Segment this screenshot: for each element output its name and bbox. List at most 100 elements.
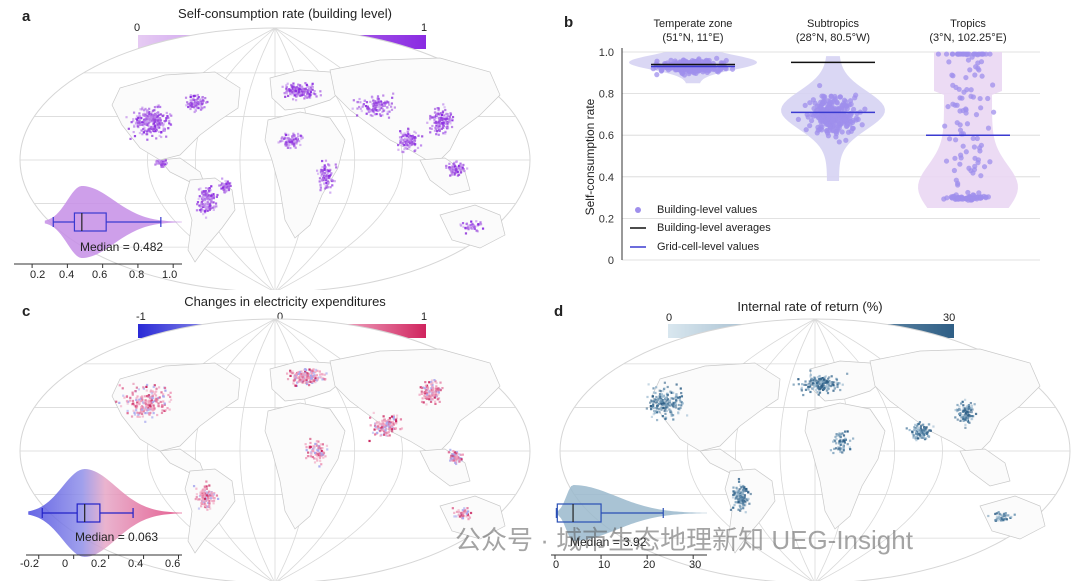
- map-pixel: [312, 368, 315, 371]
- map-pixel: [457, 510, 461, 514]
- map-pixel: [403, 133, 406, 137]
- map-pixel: [205, 202, 208, 205]
- map-pixel: [811, 382, 815, 385]
- map-pixel: [298, 378, 301, 381]
- building-point: [953, 177, 959, 183]
- map-pixel: [308, 92, 311, 96]
- map-pixel: [211, 494, 214, 498]
- map-pixel: [373, 113, 377, 116]
- map-pixel: [399, 130, 402, 133]
- map-pixel: [432, 387, 435, 391]
- map-pixel: [156, 161, 159, 164]
- map-pixel: [163, 127, 167, 130]
- building-point: [680, 57, 687, 63]
- map-pixel: [323, 167, 326, 170]
- map-pixel: [321, 166, 324, 169]
- map-pixel: [384, 429, 387, 432]
- map-pixel: [146, 138, 149, 141]
- map-pixel: [660, 393, 663, 396]
- map-pixel: [671, 404, 674, 407]
- map-pixel: [311, 370, 315, 373]
- map-pixel: [422, 401, 425, 404]
- median-label-c: Median = 0.063: [75, 530, 159, 544]
- map-pixel: [153, 392, 156, 396]
- map-pixel: [400, 427, 404, 430]
- map-pixel: [324, 177, 327, 181]
- map-pixel: [403, 140, 406, 143]
- axis-tick-a-3: 0.8: [129, 269, 145, 281]
- map-pixel: [313, 451, 317, 454]
- map-pixel: [142, 114, 145, 117]
- map-pixel: [392, 416, 395, 419]
- map-pixel: [426, 121, 429, 124]
- map-pixel: [376, 101, 379, 104]
- map-pixel: [301, 381, 304, 384]
- map-pixel: [137, 388, 141, 391]
- map-pixel: [164, 389, 167, 392]
- map-pixel: [836, 385, 839, 389]
- map-pixel: [371, 102, 374, 106]
- map-pixel: [126, 409, 129, 413]
- continent-europe: [809, 360, 886, 402]
- map-pixel: [314, 376, 317, 380]
- map-pixel: [144, 113, 147, 116]
- map-pixel: [429, 395, 433, 399]
- map-pixel: [201, 199, 205, 202]
- map-pixel: [302, 377, 305, 380]
- map-pixel: [451, 454, 454, 457]
- map-pixel: [921, 428, 924, 431]
- map-pixel: [331, 179, 335, 182]
- map-pixel: [145, 408, 149, 412]
- map-pixel: [745, 487, 748, 491]
- map-pixel: [658, 393, 662, 396]
- map-pixel: [186, 101, 189, 104]
- map-pixel: [165, 135, 168, 138]
- building-point: [961, 89, 967, 95]
- map-pixel: [421, 397, 424, 400]
- map-pixel: [841, 432, 844, 435]
- map-pixel: [800, 388, 803, 391]
- continent-north-america: [111, 362, 241, 452]
- map-pixel: [969, 401, 972, 405]
- map-pixel: [465, 515, 468, 518]
- map-pixel: [828, 379, 831, 383]
- map-pixel: [305, 90, 308, 93]
- map-pixel: [477, 223, 480, 226]
- map-pixel: [1003, 514, 1006, 517]
- map-pixel: [371, 431, 375, 434]
- map-pixel: [449, 112, 452, 115]
- map-pixel: [439, 116, 442, 119]
- map-pixel: [152, 391, 155, 394]
- map-pixel: [745, 489, 748, 492]
- map-pixel: [435, 121, 438, 124]
- map-pixel: [286, 142, 289, 145]
- map-pixel: [142, 123, 145, 126]
- building-point: [833, 134, 839, 140]
- map-pixel: [388, 418, 392, 421]
- map-pixel: [312, 379, 315, 382]
- legend-dots-b: Building-level values: [657, 204, 758, 216]
- map-pixel: [401, 144, 404, 147]
- map-pixel: [227, 188, 231, 192]
- map-pixel: [138, 398, 141, 401]
- map-pixel: [433, 396, 436, 399]
- map-pixel: [458, 459, 462, 462]
- map-pixel: [201, 196, 204, 199]
- continent-asia: [329, 348, 501, 457]
- map-pixel: [137, 116, 140, 120]
- map-pixel: [294, 91, 297, 94]
- map-pixel: [200, 108, 203, 111]
- map-pixel: [197, 95, 200, 99]
- map-pixel: [306, 375, 309, 378]
- map-pixel: [290, 93, 293, 96]
- map-pixel: [140, 129, 143, 132]
- map-pixel: [285, 372, 289, 375]
- map-pixel: [739, 495, 742, 499]
- map-pixel: [195, 493, 198, 496]
- map-pixel: [144, 120, 147, 124]
- map-pixel: [741, 496, 744, 499]
- map-pixel: [747, 497, 750, 500]
- map-pixel: [923, 427, 926, 430]
- map-pixel: [145, 389, 148, 392]
- map-pixel: [210, 185, 213, 188]
